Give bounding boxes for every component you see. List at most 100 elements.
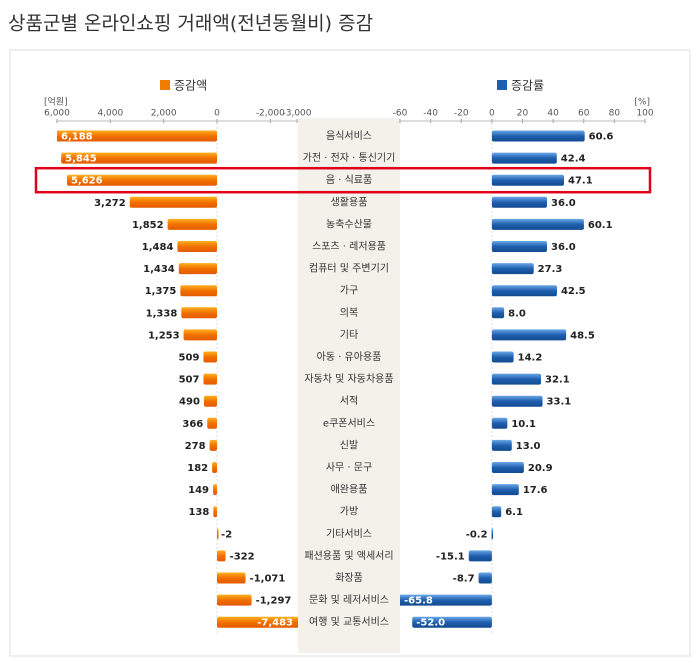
value-label: 1,484 (142, 242, 174, 253)
value-label: -1,297 (256, 596, 292, 607)
value-label: 278 (185, 441, 206, 452)
x-tick-label: 0 (214, 109, 220, 119)
category-label: 농축수산물 (326, 218, 372, 230)
value-label: 60.6 (589, 132, 614, 143)
bar (491, 395, 543, 407)
value-label: -15.1 (436, 551, 465, 562)
category-label: 애완용품 (331, 484, 368, 496)
category-label: 문화 및 레저서비스 (309, 594, 389, 606)
legend-swatch (497, 80, 507, 90)
axis-unit: [억원] (44, 96, 68, 108)
bar (217, 594, 252, 606)
bar (491, 218, 584, 230)
bar (203, 395, 217, 407)
value-label: -1,071 (250, 574, 286, 585)
x-tick-label: 80 (609, 109, 621, 119)
bar (491, 263, 534, 275)
value-label: 3,272 (94, 198, 126, 209)
bar (491, 285, 557, 297)
bar (66, 174, 218, 186)
value-label: 36.0 (551, 198, 576, 209)
legend-label: 증감률 (511, 79, 544, 93)
bar (491, 130, 585, 142)
bar (129, 196, 217, 208)
value-label: 5,626 (71, 176, 103, 187)
value-label: 33.1 (547, 397, 572, 408)
category-label: 기타서비스 (326, 528, 372, 540)
x-tick-label: 100 (636, 109, 653, 119)
value-label: 32.1 (545, 375, 570, 386)
category-label: 화장품 (335, 572, 363, 584)
bar (491, 196, 547, 208)
bar (412, 616, 492, 628)
bar (217, 616, 298, 628)
x-tick-label: 2,000 (151, 109, 177, 119)
value-label: 47.1 (568, 176, 593, 187)
value-label: 6,188 (61, 132, 93, 143)
category-label: 음 · 식료품 (326, 174, 372, 186)
bar (491, 174, 564, 186)
bar (167, 218, 217, 230)
value-label: 13.0 (516, 441, 541, 452)
value-label: 27.3 (538, 264, 563, 275)
value-label: -322 (230, 551, 255, 562)
category-label: 기타 (340, 329, 358, 341)
bar (491, 241, 547, 252)
category-label: e쿠폰서비스 (323, 417, 375, 429)
x-tick-label: -60 (393, 109, 408, 119)
bar (491, 373, 542, 385)
bar (203, 373, 217, 385)
category-label: 가전 · 전자 · 통신기기 (303, 152, 396, 164)
value-label: -2 (221, 529, 232, 540)
category-band (298, 118, 400, 653)
bar (491, 484, 519, 496)
bar (217, 550, 226, 562)
category-label: 자동차 및 자동차용품 (304, 373, 393, 385)
bar (207, 417, 217, 429)
bar (491, 439, 512, 451)
value-label: -8.7 (453, 574, 475, 585)
value-label: -65.8 (404, 596, 433, 607)
value-label: 182 (187, 463, 208, 474)
value-label: -7,483 (257, 618, 293, 629)
bar (491, 417, 508, 429)
bar (217, 572, 246, 584)
bar (177, 241, 217, 252)
bar (491, 351, 514, 363)
bar (491, 152, 557, 164)
category-label: 생활용품 (331, 195, 368, 208)
category-label: 사무 · 문구 (326, 462, 372, 474)
value-label: -52.0 (416, 618, 445, 629)
value-label: 490 (179, 397, 200, 408)
bar (491, 506, 502, 518)
x-tick-label: 4,000 (97, 109, 123, 119)
bar (468, 550, 492, 562)
value-label: 366 (182, 419, 203, 430)
x-tick-label: 6,000 (44, 109, 70, 119)
bar (217, 528, 219, 540)
value-label: 6.1 (505, 507, 523, 518)
category-label: 음식서비스 (326, 130, 372, 142)
bar (213, 484, 217, 496)
bar (181, 307, 217, 319)
bar (491, 307, 505, 319)
value-label: 42.4 (561, 154, 586, 165)
value-label: 138 (188, 507, 209, 518)
value-label: 42.5 (561, 286, 586, 297)
value-label: 17.6 (523, 485, 548, 496)
category-label: 서적 (340, 395, 358, 407)
value-label: 5,845 (65, 154, 97, 165)
value-label: 1,852 (132, 220, 164, 231)
value-label: 8.0 (508, 308, 526, 319)
value-label: 149 (188, 485, 209, 496)
value-label: 1,338 (146, 308, 178, 319)
bar (61, 152, 218, 164)
bar (209, 439, 217, 451)
value-label: 509 (179, 353, 200, 364)
x-tick-label: 40 (547, 109, 559, 119)
value-label: -0.2 (466, 529, 488, 540)
chart-title: 상품군별 온라인쇼핑 거래액(전년동월비) 증감 (8, 13, 373, 35)
x-tick-label: 20 (517, 109, 529, 119)
axis-unit: [%] (634, 98, 650, 108)
